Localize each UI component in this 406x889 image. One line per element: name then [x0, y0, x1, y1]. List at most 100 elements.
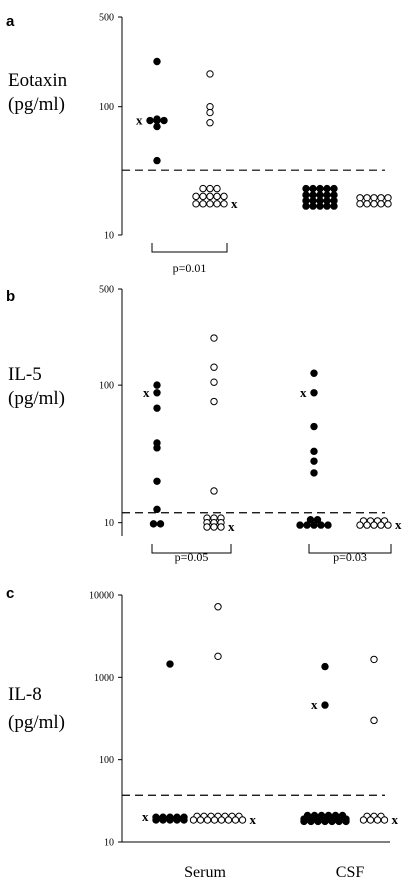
- open-point: [363, 521, 371, 529]
- open-point: [210, 363, 218, 371]
- filled-point: [321, 817, 329, 826]
- open-point: [206, 119, 214, 127]
- filled-point: [146, 116, 154, 125]
- filled-point: [153, 389, 161, 397]
- open-point: [206, 184, 214, 193]
- y-tick-label: 10: [104, 838, 114, 849]
- y-axis-label-line2: (pg/ml): [8, 388, 65, 409]
- x-category-csf: CSF: [336, 864, 365, 881]
- open-point: [213, 184, 221, 193]
- pvalue-brackets: p=0.05 p=0.03: [151, 544, 392, 564]
- open-point: [199, 200, 207, 208]
- filled-point: [149, 520, 158, 528]
- filled-point: [300, 817, 308, 826]
- y-tick-label: 10: [104, 231, 114, 242]
- filled-point: [152, 816, 160, 824]
- y-tick-label: 10: [104, 518, 114, 529]
- open-point: [206, 70, 214, 78]
- x-marker: x: [395, 517, 402, 532]
- filled-point: [321, 662, 329, 671]
- filled-point: [314, 817, 322, 826]
- filled-point: [316, 202, 324, 210]
- open-point: [206, 192, 214, 201]
- open-point: [370, 200, 378, 208]
- filled-point: [330, 202, 338, 210]
- filled-point: [159, 816, 167, 824]
- open-point: [213, 192, 221, 201]
- panel-label: a: [6, 13, 15, 30]
- open-point: [359, 816, 368, 824]
- y-tick-label: 100: [99, 381, 114, 392]
- filled-point: [153, 381, 161, 389]
- filled-point: [310, 369, 318, 377]
- filled-point: [310, 521, 318, 529]
- open-point: [356, 200, 364, 208]
- open-point: [370, 521, 378, 529]
- pvalue-label: p=0.01: [173, 261, 207, 275]
- filled-point: [323, 202, 331, 210]
- open-point: [356, 194, 364, 202]
- pvalue-label: p=0.03: [333, 550, 367, 564]
- filled-point: [313, 516, 322, 524]
- open-point: [206, 108, 214, 117]
- filled-point: [156, 520, 165, 528]
- open-point: [363, 194, 371, 202]
- filled-point: [321, 701, 329, 709]
- open-point: [210, 487, 218, 495]
- y-axis-label-line1: IL-5: [8, 364, 42, 385]
- open-point: [238, 816, 247, 824]
- filled-point: [328, 817, 336, 826]
- x-category-serum: Serum: [184, 864, 226, 881]
- x-marker: x: [228, 519, 235, 534]
- filled-point: [153, 444, 161, 452]
- open-point: [210, 378, 218, 386]
- open-point: [192, 192, 200, 201]
- filled-point: [310, 389, 318, 397]
- open-point: [210, 397, 218, 406]
- open-point: [373, 816, 382, 824]
- open-point: [192, 200, 200, 208]
- open-point: [196, 816, 205, 824]
- x-marker: x: [136, 113, 143, 128]
- pvalue-brackets: p=0.01: [151, 243, 228, 275]
- filled-point: [342, 817, 350, 826]
- y-tick-label: 500: [99, 13, 114, 24]
- filled-point: [302, 184, 310, 193]
- open-point: [206, 200, 214, 208]
- open-point: [370, 194, 378, 202]
- filled-point: [316, 184, 324, 193]
- filled-point: [309, 184, 317, 193]
- filled-point: [323, 184, 331, 193]
- filled-point: [180, 816, 188, 824]
- x-marker: x: [231, 196, 238, 211]
- panel-il8: c IL-8 (pg/ml) 10 100 1000 10000 x x x x: [6, 585, 399, 849]
- filled-point: [153, 404, 161, 412]
- filled-point: [310, 457, 318, 465]
- y-ticks: 10 100 1000 10000: [89, 591, 122, 849]
- open-point: [217, 816, 226, 824]
- y-axis-label-line2: (pg/ml): [8, 712, 65, 733]
- y-ticks: 10 100 500: [99, 13, 122, 242]
- y-axis-label-line2: (pg/ml): [8, 94, 65, 115]
- filled-point: [296, 521, 304, 529]
- open-point: [231, 816, 240, 824]
- open-point: [203, 523, 211, 531]
- filled-point: [307, 817, 315, 826]
- open-point: [356, 521, 364, 529]
- data-points: x x x x: [142, 603, 399, 827]
- y-tick-label: 1000: [94, 673, 114, 684]
- open-point: [363, 200, 371, 208]
- open-point: [199, 184, 207, 193]
- open-point: [220, 192, 228, 201]
- open-point: [224, 816, 233, 824]
- open-point: [384, 194, 392, 202]
- panel-label: c: [6, 585, 14, 602]
- data-points: xx: [136, 57, 392, 211]
- open-point: [384, 200, 392, 208]
- pvalue-label: p=0.05: [175, 550, 209, 564]
- filled-point: [335, 817, 343, 826]
- filled-point: [310, 469, 318, 477]
- open-point: [189, 816, 198, 824]
- open-point: [377, 200, 385, 208]
